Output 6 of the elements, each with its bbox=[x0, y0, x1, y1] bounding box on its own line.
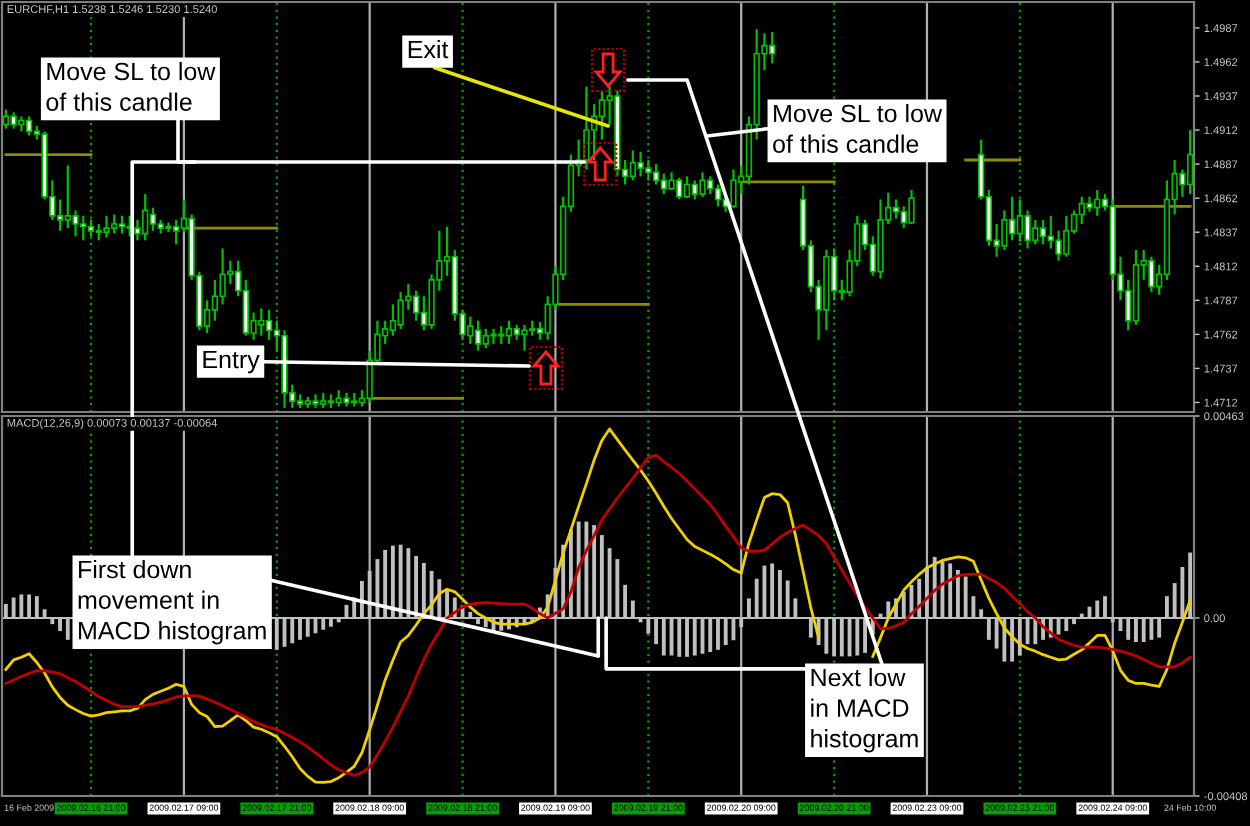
annotation: First down movement in MACD histogram bbox=[78, 560, 266, 645]
annotation: Move SL to low of this candle bbox=[773, 104, 943, 153]
annotation: Move SL to low of this candle bbox=[46, 62, 216, 111]
annotation: Exit bbox=[408, 40, 449, 59]
annotation: Next low in MACD histogram bbox=[811, 668, 918, 753]
annotation: Entry bbox=[203, 350, 260, 374]
